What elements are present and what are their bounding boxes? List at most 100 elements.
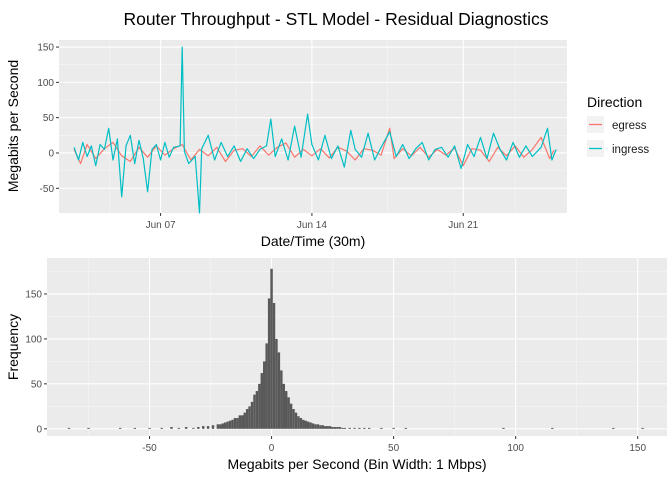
histogram-bar bbox=[319, 425, 322, 429]
histogram-bar bbox=[311, 423, 315, 429]
histogram-bar bbox=[641, 427, 644, 429]
top-y-tick-label: -50 bbox=[40, 184, 55, 195]
histogram-bar bbox=[326, 426, 329, 429]
bottom-y-tick-label: 50 bbox=[31, 379, 43, 390]
histogram-bar bbox=[316, 424, 320, 429]
histogram-bar bbox=[294, 412, 298, 429]
histogram-bar bbox=[258, 383, 261, 429]
histogram-bar bbox=[238, 415, 242, 429]
histogram-bar bbox=[270, 268, 273, 429]
top-y-tick-labels: -50 0 50 100 150 bbox=[37, 43, 59, 195]
histogram-bar bbox=[250, 401, 254, 429]
histogram-bar bbox=[287, 397, 290, 429]
histogram-bar bbox=[211, 425, 215, 429]
histogram-bar bbox=[277, 352, 281, 429]
histogram-bar bbox=[133, 427, 137, 429]
histogram-bar bbox=[197, 427, 200, 429]
histogram-bar bbox=[192, 427, 195, 429]
top-y-tick-label: 100 bbox=[37, 78, 54, 89]
histogram-bar bbox=[309, 422, 312, 429]
histogram-bar bbox=[314, 424, 317, 429]
histogram-bar bbox=[219, 424, 222, 429]
top-y-axis-label: Megabits per Second bbox=[5, 60, 21, 192]
histogram-bar bbox=[233, 418, 237, 429]
series-line-ingress bbox=[73, 46, 557, 214]
histogram-bar bbox=[336, 427, 339, 429]
bottom-x-tick-label: 0 bbox=[269, 443, 275, 454]
histogram-bar bbox=[333, 427, 337, 429]
histogram-bar bbox=[119, 427, 122, 429]
histogram-bar bbox=[243, 412, 246, 429]
histogram-bar bbox=[358, 427, 361, 429]
bottom-y-tick-labels: 0 50 100 150 bbox=[25, 289, 47, 435]
histogram-bar bbox=[363, 427, 366, 429]
histogram-bar bbox=[221, 423, 224, 429]
bottom-gridlines bbox=[47, 258, 667, 436]
histogram-bar bbox=[241, 415, 244, 429]
histogram-bar bbox=[341, 427, 344, 429]
legend: Direction egress ingress bbox=[587, 94, 649, 157]
histogram-bar bbox=[306, 421, 310, 429]
top-y-tick-label: 0 bbox=[48, 148, 54, 159]
histogram-bar bbox=[223, 422, 227, 429]
histogram-bar bbox=[255, 391, 259, 429]
histogram-bar bbox=[289, 403, 293, 429]
histogram-bar bbox=[304, 420, 307, 429]
top-plot-panel bbox=[59, 40, 567, 213]
histogram-bar bbox=[260, 373, 264, 429]
histogram-bar bbox=[231, 419, 234, 429]
histogram-bar bbox=[280, 370, 283, 429]
top-series-lines bbox=[73, 46, 557, 214]
histogram-bar bbox=[177, 427, 181, 429]
residual-histogram-chart: 0 50 100 150 -50 0 50 100 150 Megabits per Seco… bbox=[5, 258, 667, 472]
legend-title: Direction bbox=[587, 94, 642, 110]
histogram-bar bbox=[551, 427, 554, 429]
top-y-tick-label: 50 bbox=[43, 113, 55, 124]
bottom-x-tick-label: 50 bbox=[388, 443, 400, 454]
histogram-bar bbox=[380, 427, 383, 429]
bottom-y-tick-label: 100 bbox=[25, 334, 42, 345]
histogram-bar bbox=[328, 426, 332, 429]
bottom-y-tick-label: 0 bbox=[36, 424, 42, 435]
histogram-bar bbox=[502, 427, 505, 429]
histogram-bar bbox=[170, 427, 173, 429]
top-y-tick-label: 150 bbox=[37, 43, 54, 54]
histogram-bar bbox=[284, 391, 288, 429]
histogram-bar bbox=[404, 427, 408, 429]
histogram-bars bbox=[67, 268, 644, 429]
bottom-x-tick-label: 150 bbox=[629, 443, 646, 454]
histogram-bar bbox=[267, 298, 271, 429]
histogram-bar bbox=[343, 427, 347, 429]
histogram-bar bbox=[248, 406, 251, 429]
legend-label-ingress: ingress bbox=[612, 144, 649, 156]
histogram-bar bbox=[245, 409, 249, 429]
histogram-bar bbox=[272, 302, 276, 429]
histogram-bar bbox=[275, 338, 278, 429]
bottom-x-tick-labels: -50 0 50 100 150 bbox=[142, 436, 646, 454]
histogram-bar bbox=[226, 421, 229, 429]
page-title: Router Throughput - STL Model - Residual… bbox=[123, 9, 548, 29]
top-x-tick-labels: Jun 07 Jun 14 Jun 21 bbox=[146, 213, 479, 231]
histogram-bar bbox=[353, 427, 356, 429]
bottom-y-axis-label: Frequency bbox=[5, 314, 21, 380]
histogram-bar bbox=[612, 427, 615, 429]
bottom-x-tick-label: 100 bbox=[507, 443, 524, 454]
legend-label-egress: egress bbox=[612, 120, 647, 132]
histogram-bar bbox=[282, 383, 285, 429]
histogram-bar bbox=[148, 427, 151, 429]
top-x-axis-label: Date/Time (30m) bbox=[261, 233, 366, 249]
bottom-plot-panel bbox=[47, 258, 667, 436]
histogram-bar bbox=[263, 361, 266, 429]
histogram-bar bbox=[202, 426, 205, 429]
residual-time-series-chart: -50 0 50 100 150 Jun 07 Jun 14 Jun 21 Date/Tim… bbox=[5, 40, 567, 249]
histogram-bar bbox=[321, 425, 325, 429]
histogram-bar bbox=[348, 427, 351, 429]
bottom-y-tick-label: 150 bbox=[25, 289, 42, 300]
histogram-bar bbox=[392, 427, 395, 429]
histogram-bar bbox=[87, 427, 90, 429]
histogram-bar bbox=[160, 427, 163, 429]
histogram-bar bbox=[324, 426, 327, 429]
bottom-x-axis-label: Megabits per Second (Bin Width: 1 Mbps) bbox=[227, 456, 486, 472]
